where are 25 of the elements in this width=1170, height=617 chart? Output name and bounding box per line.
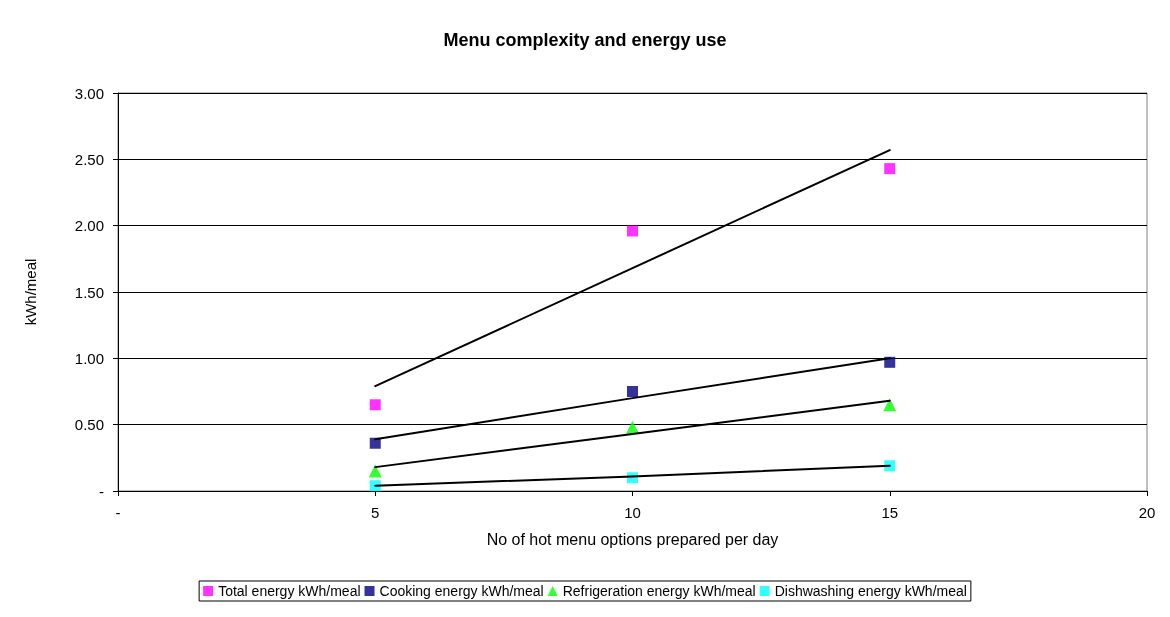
- point: [369, 437, 381, 449]
- y-tick-label: 2.00: [74, 217, 104, 235]
- point: [368, 464, 382, 478]
- x-tick-label: 10: [624, 504, 641, 521]
- y-tick-label: 0.50: [74, 416, 104, 434]
- y-tick-label: -: [99, 482, 104, 500]
- x-tick-label: 5: [371, 504, 380, 521]
- x-axis-title: No of hot menu options prepared per day: [486, 530, 779, 548]
- point: [369, 399, 381, 411]
- y-tick-label: 2.50: [74, 150, 104, 168]
- x-tick-label: 20: [1138, 504, 1156, 521]
- x-tick-label: 15: [881, 504, 899, 521]
- legend-label: Refrigeration energy kWh/meal: [562, 583, 756, 599]
- point: [884, 163, 896, 175]
- y-tick-label: 1.50: [74, 283, 104, 301]
- point: [627, 225, 638, 237]
- x-tick-label: -: [115, 504, 121, 521]
- legend-label: Cooking energy kWh/meal: [379, 583, 544, 599]
- y-tick-label: 1.00: [74, 349, 104, 367]
- y-axis-title: kWh/meal: [22, 258, 39, 326]
- point: [627, 386, 638, 397]
- chart-title: Menu complexity and energy use: [443, 30, 727, 50]
- legend-label: Total energy kWh/meal: [218, 583, 361, 599]
- y-tick-label: 3.00: [74, 84, 104, 102]
- legend-label: Dishwashing energy kWh/meal: [774, 583, 967, 599]
